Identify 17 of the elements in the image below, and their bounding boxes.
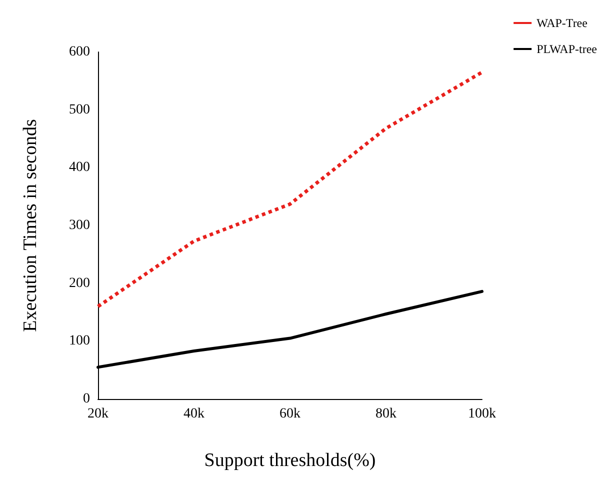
x-tick-label: 60k <box>280 406 300 422</box>
x-axis-title: Support thresholds(%) <box>204 450 376 471</box>
y-tick-label: 400 <box>69 160 90 176</box>
line-series <box>96 70 484 308</box>
legend-label: WAP-Tree <box>536 16 588 30</box>
y-tick-label: 300 <box>69 218 90 233</box>
y-tick-label: 500 <box>69 102 90 118</box>
x-tick-label: 20k <box>88 406 108 422</box>
y-tick-label: 600 <box>69 44 90 60</box>
legend-label: PLWAP-tree <box>536 42 598 56</box>
y-tick-label: 100 <box>69 334 90 349</box>
y-tick-label: 0 <box>83 392 90 406</box>
y-axis-title: Execution Times in seconds <box>20 119 41 332</box>
y-tick-label: 200 <box>69 276 90 291</box>
x-tick-label: 100k <box>468 406 496 422</box>
x-tick-label: 80k <box>376 406 396 422</box>
x-tick-label: 40k <box>184 406 204 422</box>
